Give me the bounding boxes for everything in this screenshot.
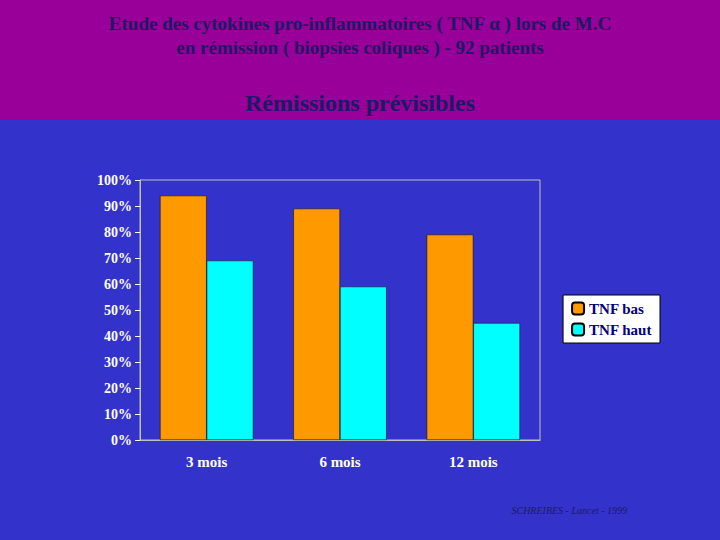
svg-text:100%: 100% (97, 173, 132, 188)
svg-text:80%: 80% (104, 225, 132, 240)
svg-text:SCHREIBES - Lancet - 1999: SCHREIBES - Lancet - 1999 (511, 505, 627, 516)
svg-text:Rémissions prévisibles: Rémissions prévisibles (245, 90, 475, 116)
svg-text:6 mois: 6 mois (319, 454, 360, 470)
svg-text:90%: 90% (104, 199, 132, 214)
svg-text:Etude des cytokines pro-inflam: Etude des cytokines pro-inflammatoires (… (109, 13, 611, 35)
svg-text:70%: 70% (104, 251, 132, 266)
svg-text:60%: 60% (104, 277, 132, 292)
svg-text:TNF haut: TNF haut (589, 322, 651, 338)
svg-text:20%: 20% (104, 381, 132, 396)
svg-text:3 mois: 3 mois (186, 454, 227, 470)
svg-text:TNF bas: TNF bas (589, 301, 644, 317)
svg-text:12 mois: 12 mois (449, 454, 498, 470)
svg-text:50%: 50% (104, 303, 132, 318)
svg-text:40%: 40% (104, 329, 132, 344)
svg-text:30%: 30% (104, 355, 132, 370)
svg-text:en rémission ( biopsies coliqu: en rémission ( biopsies coliques ) - 92 … (176, 37, 543, 59)
svg-text:10%: 10% (104, 407, 132, 422)
svg-text:0%: 0% (111, 433, 132, 448)
